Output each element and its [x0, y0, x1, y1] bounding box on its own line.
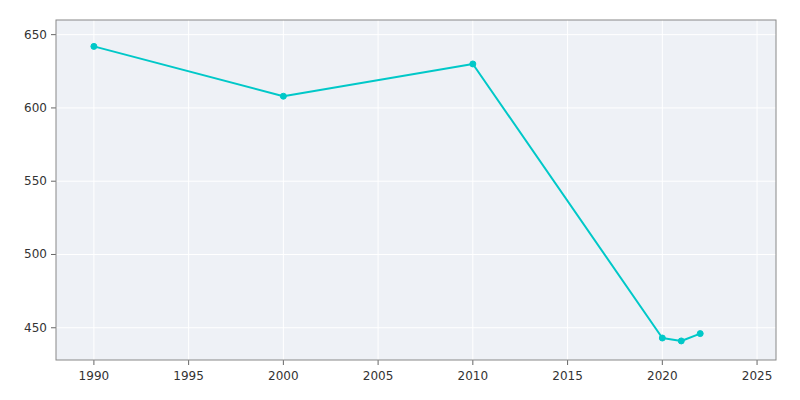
tick-y: [51, 327, 56, 328]
tick-label-x: 2015: [552, 369, 583, 383]
marker: [678, 338, 684, 344]
plot-background: [56, 20, 776, 360]
tick-x: [757, 360, 758, 365]
marker: [280, 93, 286, 99]
grid-line-x: [472, 20, 473, 360]
tick-x: [93, 360, 94, 365]
tick-label-x: 1995: [173, 369, 204, 383]
tick-label-x: 1990: [79, 369, 110, 383]
grid-line-x: [93, 20, 94, 360]
tick-label-y: 450: [24, 321, 47, 335]
tick-y: [51, 107, 56, 108]
marker: [470, 61, 476, 67]
marker: [91, 43, 97, 49]
grid: [56, 20, 776, 360]
tick-y: [51, 34, 56, 35]
line: [94, 46, 700, 341]
tick-label-y: 600: [24, 101, 47, 115]
marker: [697, 331, 703, 337]
grid-line-y: [56, 254, 776, 255]
grid-line-y: [56, 107, 776, 108]
chart-container: 1990 1995 2000 2005 2010 2015 2020 2025 450 500 55…: [0, 0, 800, 400]
grid-line-x: [757, 20, 758, 360]
tick-x: [662, 360, 663, 365]
tick-y: [51, 254, 56, 255]
tick-label-y: 550: [24, 174, 47, 188]
tick-x: [188, 360, 189, 365]
tick-label-x: 2005: [363, 369, 394, 383]
tick-label-x: 2000: [268, 369, 299, 383]
chart-svg: 1990 1995 2000 2005 2010 2015 2020 2025 450 500 55…: [0, 0, 800, 400]
tick-label-x: 2020: [647, 369, 678, 383]
tick-x: [283, 360, 284, 365]
tick-label-x: 2025: [742, 369, 773, 383]
tick-labels: 1990 1995 2000 2005 2010 2015 2020 2025 450 500 55…: [24, 28, 772, 383]
plot-frame: [56, 20, 776, 360]
series: [91, 43, 703, 344]
grid-line-x: [283, 20, 284, 360]
tick-x: [472, 360, 473, 365]
tick-label-x: 2010: [458, 369, 489, 383]
tick-y: [51, 181, 56, 182]
marker: [659, 335, 665, 341]
tick-x: [567, 360, 568, 365]
tick-label-y: 650: [24, 28, 47, 42]
grid-line-x: [378, 20, 379, 360]
tick-label-y: 500: [24, 247, 47, 261]
grid-line-y: [56, 34, 776, 35]
grid-line-x: [662, 20, 663, 360]
grid-line-x: [567, 20, 568, 360]
tick-x: [378, 360, 379, 365]
grid-line-y: [56, 181, 776, 182]
grid-line-y: [56, 327, 776, 328]
